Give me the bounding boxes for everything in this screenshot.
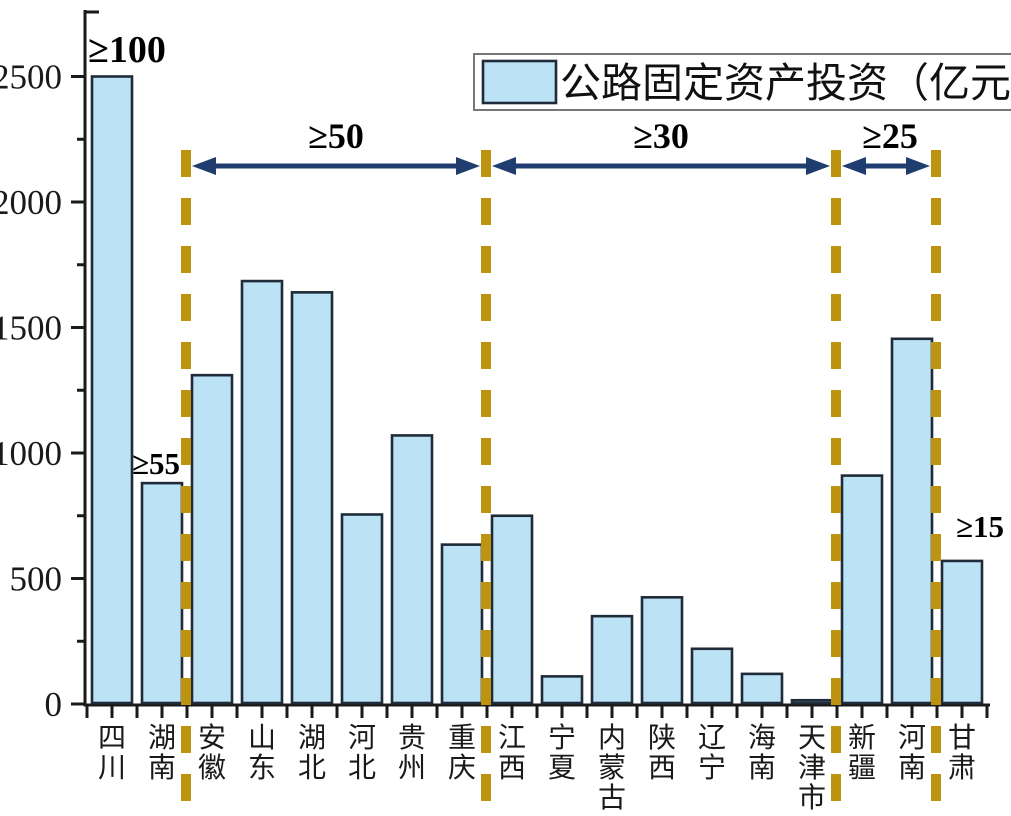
span-arrow-0-right-head	[456, 157, 480, 175]
bar-8	[490, 514, 534, 705]
x-label-13: 海南	[748, 722, 776, 784]
y-axis-tick-labels: 0 500 1000 1500 2000 2500	[0, 58, 62, 725]
threshold-label-5: ≥15	[956, 509, 1004, 544]
x-label-16: 河南	[898, 723, 926, 784]
bar-2	[190, 373, 234, 705]
threshold-label-3: ≥30	[633, 116, 689, 156]
divider-dashed-lines	[181, 150, 941, 806]
y-tick-label: 1500	[0, 309, 62, 348]
bar-9	[540, 675, 584, 705]
bar-17	[940, 559, 984, 705]
y-tick-label: 1000	[0, 434, 62, 473]
bar-3	[240, 279, 284, 705]
x-label-3: 山东	[248, 722, 276, 784]
legend-swatch-icon	[481, 59, 558, 105]
bar-1	[140, 481, 184, 705]
bar-5	[340, 513, 384, 705]
y-tick-label: 2500	[0, 58, 62, 97]
x-label-12: 辽宁	[698, 723, 726, 784]
legend: 公路固定资产投资（亿元）	[473, 53, 1011, 111]
x-label-6: 贵州	[398, 722, 426, 784]
x-label-2: 安徽	[198, 722, 226, 784]
bar-0	[90, 75, 134, 705]
threshold-label-0: ≥100	[88, 29, 166, 71]
x-label-0: 四川	[98, 723, 126, 784]
y-tick-label: 500	[10, 560, 63, 599]
bar-7	[440, 543, 484, 705]
bar-10	[590, 614, 634, 705]
bar-13	[740, 672, 784, 705]
x-label-10: 内蒙古	[598, 722, 626, 814]
span-arrow-2-left-head	[842, 157, 866, 175]
y-tick-label: 2000	[0, 183, 62, 222]
x-label-7: 重庆	[448, 722, 476, 784]
x-label-4: 湖北	[298, 723, 326, 784]
threshold-annotations: ≥100 ≥55 ≥50 ≥30 ≥25 ≥15	[88, 29, 1004, 544]
bar-12	[690, 647, 734, 705]
bar-6	[390, 434, 434, 705]
threshold-label-1: ≥55	[132, 446, 180, 481]
x-label-14: 天津市	[798, 723, 826, 814]
x-label-5: 河北	[348, 723, 376, 784]
threshold-label-4: ≥25	[862, 116, 918, 156]
x-label-1: 湖南	[148, 723, 176, 784]
span-arrow-1-right-head	[806, 157, 830, 175]
x-label-15: 新疆	[848, 722, 876, 784]
axes	[71, 10, 990, 718]
bar-14	[790, 698, 834, 705]
bar-16	[890, 337, 934, 705]
bar-15	[840, 474, 884, 705]
threshold-label-2: ≥50	[308, 116, 364, 156]
x-label-17: 甘肃	[948, 722, 976, 784]
bar-4	[290, 291, 334, 705]
x-label-9: 宁夏	[548, 722, 576, 784]
span-arrow-2-right-head	[906, 157, 930, 175]
range-arrows	[192, 157, 930, 175]
legend-label: 公路固定资产投资（亿元）	[560, 60, 1011, 106]
y-tick-label: 0	[45, 685, 63, 724]
span-arrow-1-left-head	[492, 157, 516, 175]
x-label-11: 陕西	[648, 722, 676, 784]
span-arrow-0-left-head	[192, 157, 216, 175]
x-label-8: 江西	[498, 722, 526, 784]
legend-box	[473, 53, 1011, 111]
bar-series	[90, 75, 984, 705]
bar-11	[640, 596, 684, 705]
